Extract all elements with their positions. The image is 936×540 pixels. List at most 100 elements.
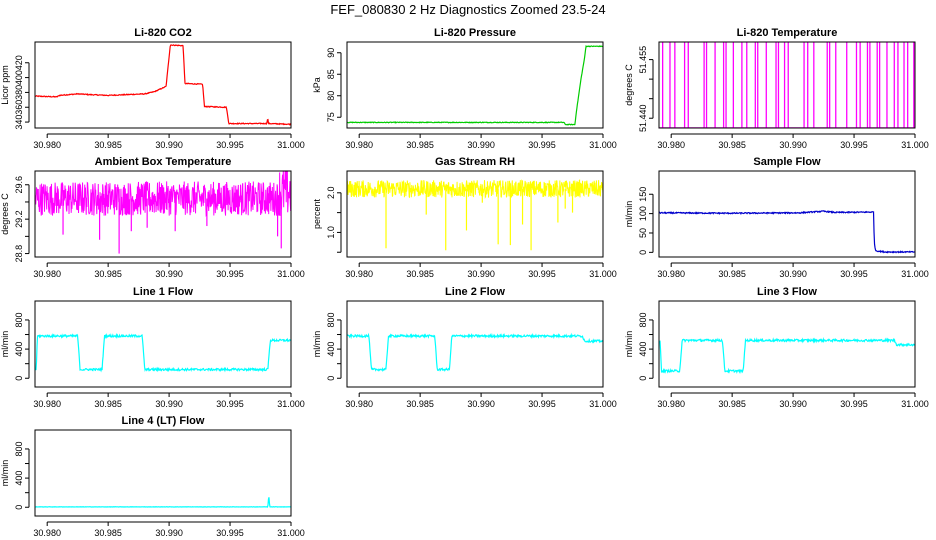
- y-tick-label: 51.455: [638, 46, 648, 74]
- x-tick-label: 30.980: [33, 528, 61, 538]
- series-group: [347, 45, 603, 126]
- panel-1: Li-820 CO2 Licor ppm 30.980 30.985 30.990 30.…: [0, 27, 305, 150]
- x-tick-label: 30.995: [528, 399, 556, 409]
- panel-8: Line 2 Flow ml/min 30.980 30.985 30.990 30.99…: [312, 286, 617, 409]
- series-group: [659, 42, 915, 128]
- x-tick-label: 30.980: [657, 269, 685, 279]
- x-tick-label: 30.985: [406, 269, 434, 279]
- series-line: [659, 337, 915, 374]
- plot-frame: [34, 41, 292, 129]
- panel-title: Line 2 Flow: [445, 286, 505, 298]
- y-tick-label: 400: [14, 342, 24, 357]
- x-tick-label: 30.990: [779, 399, 807, 409]
- panel-title: Li-820 Temperature: [737, 27, 838, 39]
- y-tick-label: 340: [14, 115, 24, 130]
- y-axis-label: degrees C: [624, 64, 634, 106]
- y-axis-label: kPa: [312, 77, 322, 93]
- series-group: [35, 171, 291, 254]
- y-tick-label: 29.6: [14, 176, 24, 194]
- y-axis-label: ml/min: [624, 331, 634, 358]
- y-tick-label: 0: [14, 376, 24, 381]
- y-tick-label: 380: [14, 85, 24, 100]
- x-tick-label: 31.000: [277, 140, 305, 150]
- y-tick-label: 400: [638, 342, 648, 357]
- y-tick-label: 90: [326, 48, 336, 58]
- y-axis-label: degrees C: [0, 193, 10, 235]
- y-tick-label: 28.8: [14, 245, 24, 263]
- x-tick-label: 30.985: [718, 269, 746, 279]
- series-line: [347, 45, 603, 126]
- figure-title: FEF_080830 2 Hz Diagnostics Zoomed 23.5-…: [330, 2, 606, 17]
- panel-title: Li-820 Pressure: [434, 27, 516, 39]
- y-tick-label: 2.0: [326, 187, 336, 200]
- y-axis-label: ml/min: [312, 331, 322, 358]
- x-tick-label: 30.980: [345, 399, 373, 409]
- panel-10: Line 4 (LT) Flow ml/min 30.980 30.985 30.990…: [0, 415, 305, 538]
- panel-3: Li-820 Temperature degrees C 30.980 30.985 3…: [624, 27, 929, 150]
- x-tick-label: 30.980: [33, 140, 61, 150]
- y-tick-label: 0: [326, 376, 336, 381]
- x-tick-label: 30.990: [155, 399, 183, 409]
- y-tick-label: 400: [326, 342, 336, 357]
- series-line: [347, 179, 603, 199]
- y-tick-label: 800: [14, 312, 24, 327]
- y-tick-label: 360: [14, 100, 24, 115]
- panel-5: Gas Stream RH percent 30.980 30.985 30.990 30…: [312, 156, 617, 279]
- y-tick-label: 400: [14, 70, 24, 85]
- series-group: [35, 497, 291, 508]
- x-tick-label: 30.995: [840, 399, 868, 409]
- x-tick-label: 30.980: [33, 269, 61, 279]
- x-tick-label: 31.000: [277, 528, 305, 538]
- plot-frame: [658, 41, 916, 129]
- x-tick-label: 30.980: [33, 399, 61, 409]
- series-group: [35, 44, 291, 126]
- y-tick-label: 150: [638, 187, 648, 202]
- series-line: [35, 497, 291, 508]
- x-tick-label: 31.000: [589, 140, 617, 150]
- y-tick-label: 51.440: [638, 104, 648, 132]
- x-tick-label: 30.980: [657, 399, 685, 409]
- x-tick-label: 30.985: [718, 399, 746, 409]
- x-tick-label: 30.980: [345, 269, 373, 279]
- panel-title: Line 1 Flow: [133, 286, 193, 298]
- x-tick-label: 30.985: [94, 269, 122, 279]
- panel-title: Line 4 (LT) Flow: [122, 415, 205, 427]
- x-tick-label: 30.990: [467, 269, 495, 279]
- plot-frame: [34, 300, 292, 388]
- y-axis-label: ml/min: [0, 460, 10, 487]
- x-tick-label: 31.000: [901, 269, 929, 279]
- x-tick-label: 30.990: [467, 140, 495, 150]
- x-tick-label: 30.995: [840, 140, 868, 150]
- plot-frame: [346, 300, 604, 388]
- x-tick-label: 30.985: [406, 399, 434, 409]
- series-group: [35, 332, 291, 373]
- x-tick-label: 30.990: [155, 140, 183, 150]
- x-tick-label: 31.000: [277, 269, 305, 279]
- x-tick-label: 30.990: [779, 140, 807, 150]
- x-tick-label: 30.985: [718, 140, 746, 150]
- x-tick-label: 30.985: [94, 399, 122, 409]
- panel-4: Ambient Box Temperature degrees C 30.980 30…: [0, 156, 305, 279]
- y-axis-label: ml/min: [624, 201, 634, 228]
- panel-title: Li-820 CO2: [134, 27, 191, 39]
- x-tick-label: 30.995: [528, 140, 556, 150]
- y-tick-label: 400: [14, 471, 24, 486]
- series-group: [347, 179, 603, 251]
- y-axis-label: percent: [312, 198, 322, 229]
- plot-frame: [658, 170, 916, 258]
- y-tick-label: 29.2: [14, 210, 24, 228]
- x-tick-label: 31.000: [901, 399, 929, 409]
- series-line: [35, 332, 291, 373]
- panel-9: Line 3 Flow ml/min 30.980 30.985 30.990 30.99…: [624, 286, 929, 409]
- x-tick-label: 31.000: [901, 140, 929, 150]
- y-tick-label: 0: [638, 250, 648, 255]
- series-group: [347, 332, 603, 372]
- y-tick-label: 85: [326, 69, 336, 79]
- plot-frame: [658, 300, 916, 388]
- x-tick-label: 31.000: [589, 399, 617, 409]
- plot-frame: [346, 170, 604, 258]
- series-group: [659, 337, 915, 374]
- series-line: [35, 44, 291, 126]
- x-tick-label: 30.990: [467, 399, 495, 409]
